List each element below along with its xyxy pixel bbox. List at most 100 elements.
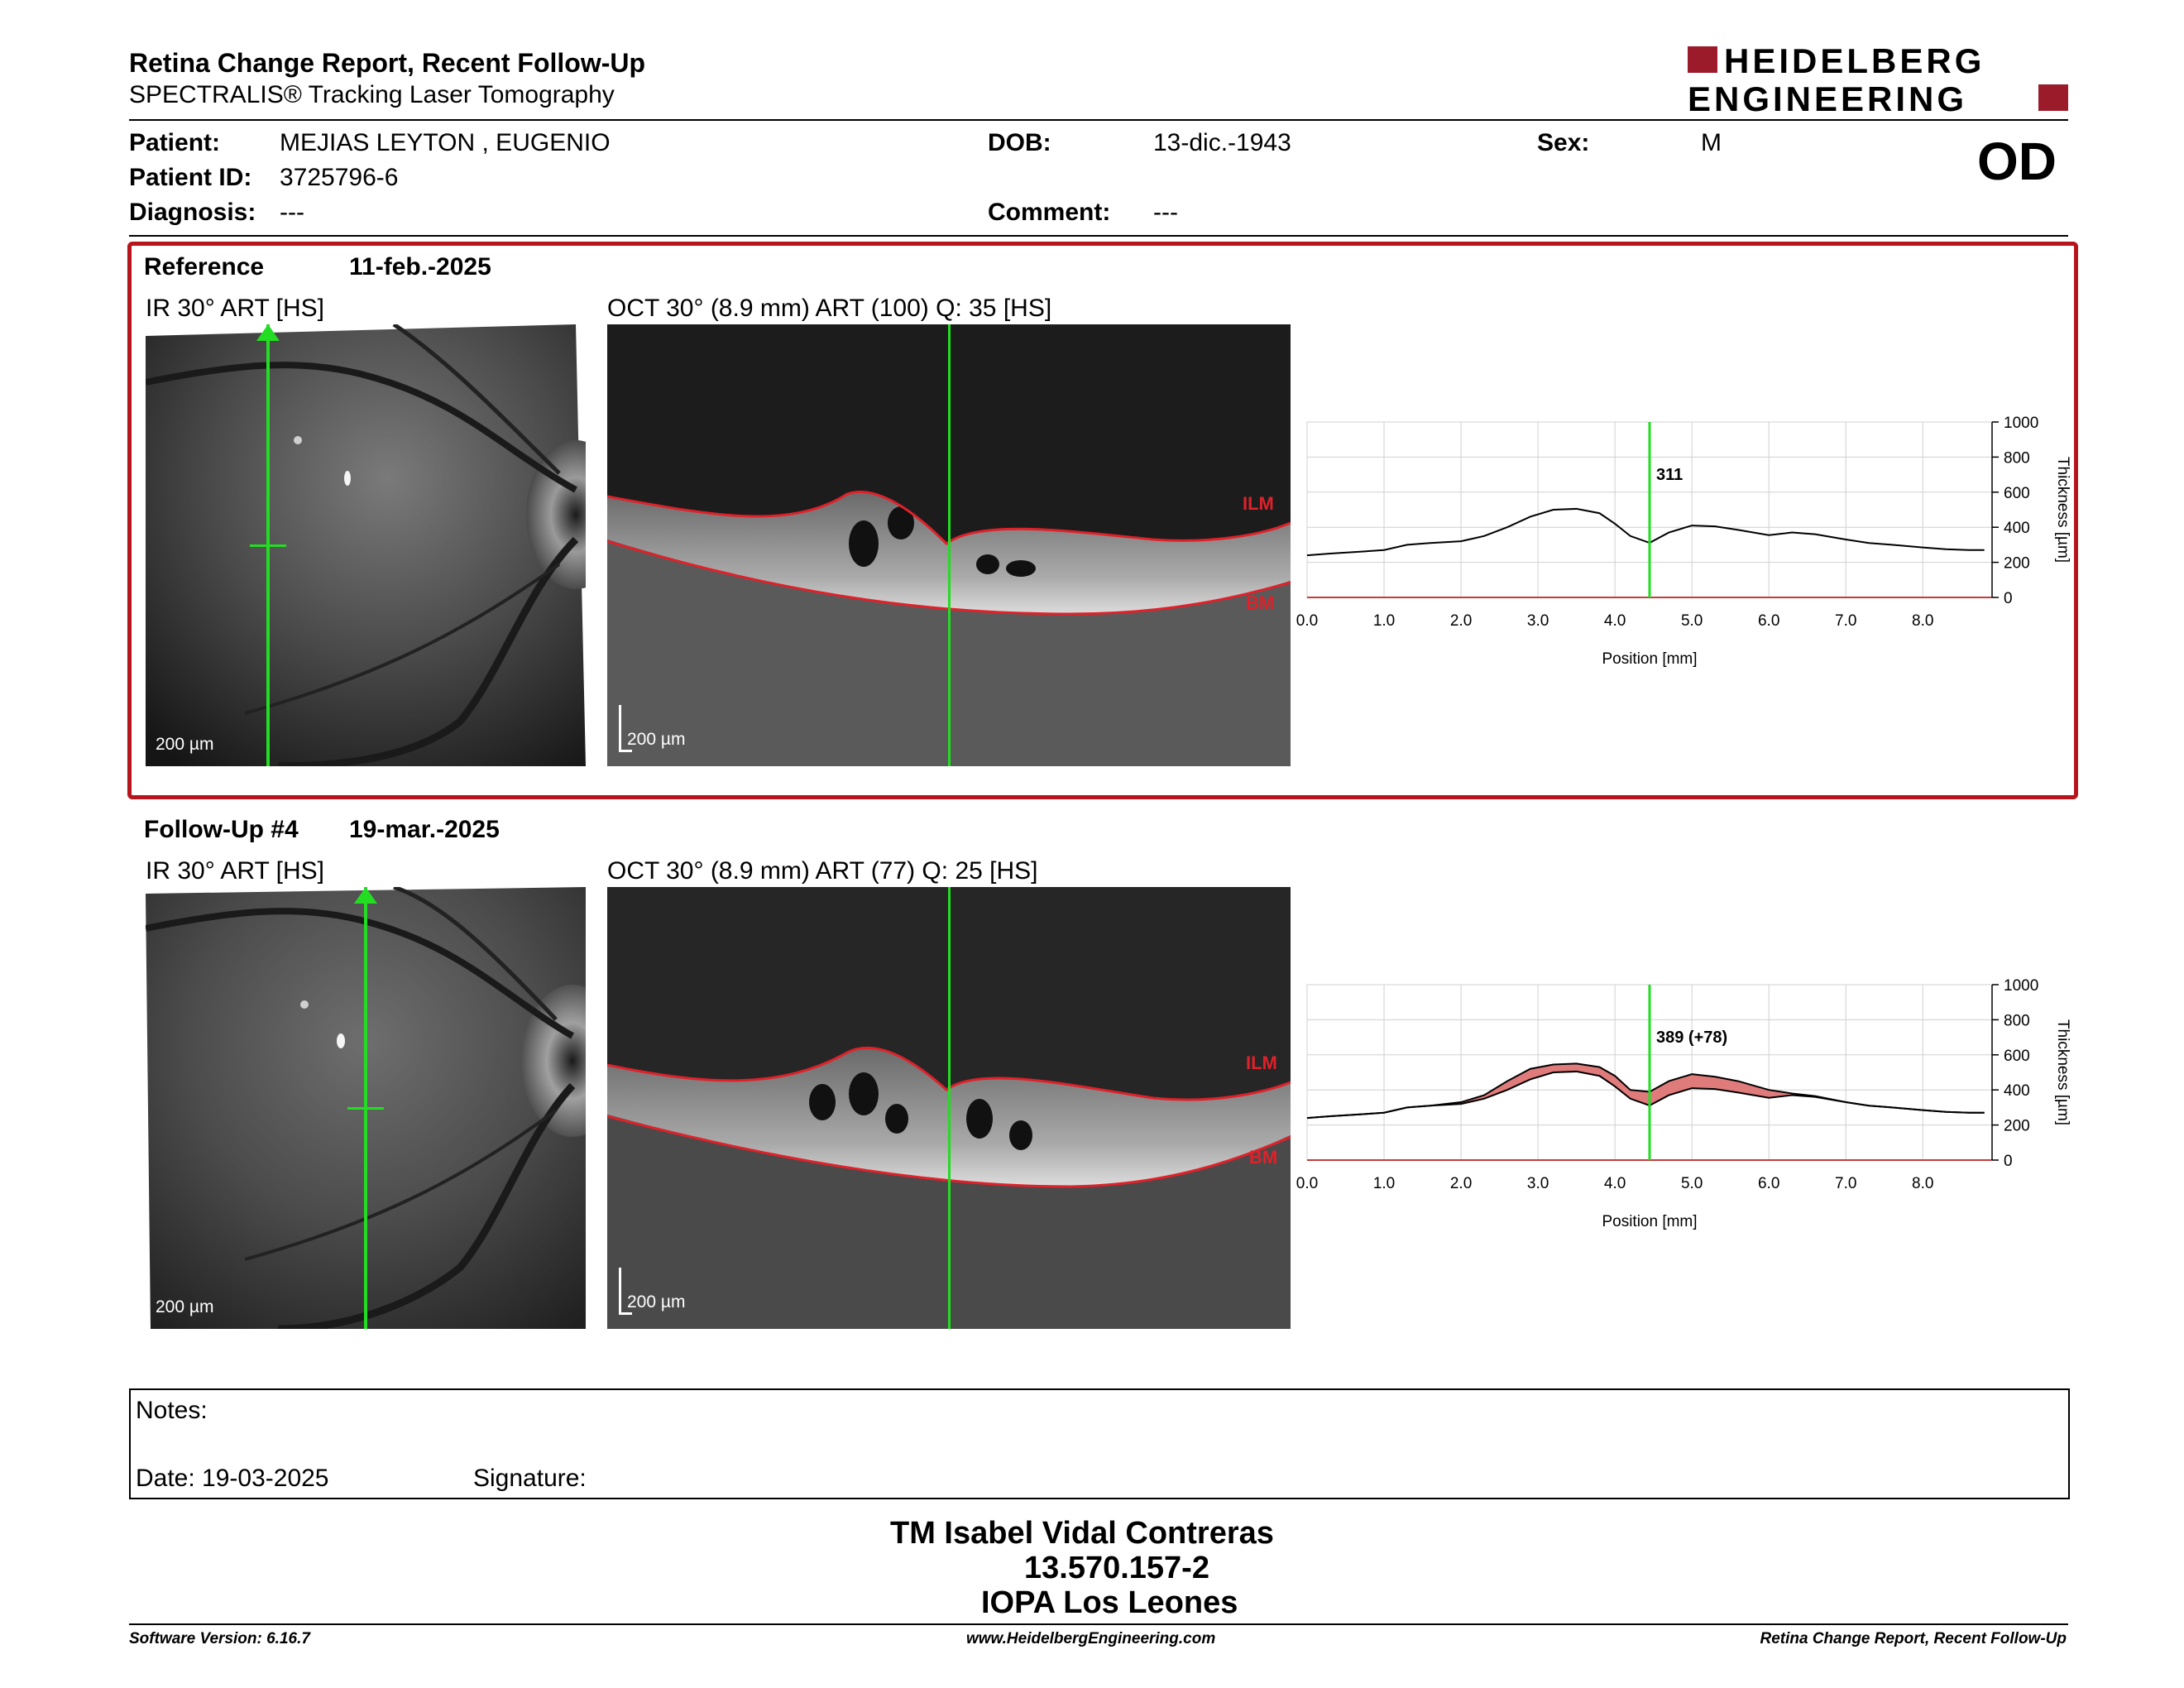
- followup-oct-bscan-image[interactable]: ILM BM 200 µm: [607, 887, 1291, 1329]
- x-tick-label: 3.0: [1527, 1175, 1549, 1192]
- software-version: Software Version: 6.16.7: [129, 1630, 310, 1647]
- y-tick-label: 1000: [2004, 415, 2038, 432]
- x-tick-label: 3.0: [1527, 612, 1549, 630]
- reference-ir-scale: 200 µm: [156, 735, 214, 754]
- signature-label: Signature:: [473, 1465, 587, 1492]
- patient-name: MEJIAS LEYTON , EUGENIO: [280, 129, 611, 156]
- x-tick-label: 6.0: [1758, 1175, 1779, 1192]
- followup-scan-arrow-icon: [354, 887, 377, 904]
- reference-oct-scale-foot: [619, 750, 632, 752]
- x-tick-label: 7.0: [1835, 1175, 1856, 1192]
- x-axis-label: Position [mm]: [1602, 1213, 1697, 1230]
- diagnosis-value: ---: [280, 199, 304, 226]
- x-tick-label: 4.0: [1604, 1175, 1626, 1192]
- y-axis-label: Thickness [µm]: [2054, 457, 2071, 563]
- diagnosis-label: Diagnosis:: [129, 199, 256, 226]
- x-tick-label: 8.0: [1912, 1175, 1933, 1192]
- y-tick-label: 400: [2004, 1082, 2030, 1100]
- dob-value: 13-dic.-1943: [1153, 129, 1291, 156]
- x-tick-label: 2.0: [1450, 1175, 1472, 1192]
- followup-oct-caption: OCT 30° (8.9 mm) ART (77) Q: 25 [HS]: [607, 857, 1038, 885]
- followup-ir-scale: 200 µm: [156, 1297, 214, 1316]
- followup-oct-scale-bar: [619, 1268, 621, 1314]
- sex-label: Sex:: [1537, 129, 1590, 156]
- dob-label: DOB:: [988, 129, 1051, 156]
- reference-scan-arrow-icon: [256, 324, 280, 341]
- reference-oct-caption: OCT 30° (8.9 mm) ART (100) Q: 35 [HS]: [607, 295, 1052, 322]
- patient-rule: [129, 235, 2068, 237]
- x-tick-label: 6.0: [1758, 612, 1779, 630]
- y-axis-label: Thickness [µm]: [2054, 1019, 2071, 1125]
- signer-institution: IOPA Los Leones: [981, 1585, 1238, 1620]
- y-tick-label: 0: [2004, 590, 2013, 607]
- followup-bm-label: BM: [1249, 1147, 1278, 1168]
- x-tick-label: 1.0: [1373, 612, 1395, 630]
- followup-oct-scale: 200 µm: [627, 1292, 686, 1312]
- sex-value: M: [1701, 129, 1722, 156]
- y-tick-label: 800: [2004, 1012, 2030, 1029]
- footer-rule: [129, 1623, 2068, 1625]
- marker-value-label: 311: [1656, 466, 1683, 484]
- reference-thickness-chart: 0.0 1.0 2.0 3.0 4.0 5.0 6.0 7.0 8.0 0 200 400 600 800…: [1296, 415, 2071, 668]
- signer-name: TM Isabel Vidal Contreras: [890, 1516, 1274, 1551]
- followup-ilm-label: ILM: [1246, 1053, 1277, 1073]
- x-tick-label: 1.0: [1373, 1175, 1395, 1192]
- footer-report-name: Retina Change Report, Recent Follow-Up: [1760, 1630, 2067, 1647]
- x-tick-label: 4.0: [1604, 612, 1626, 630]
- svg-text:ENGINEERING: ENGINEERING: [1688, 79, 1967, 117]
- y-tick-label: 0: [2004, 1153, 2013, 1170]
- y-tick-label: 600: [2004, 1048, 2030, 1065]
- x-tick-label: 0.0: [1296, 612, 1318, 630]
- reference-ir-caption: IR 30° ART [HS]: [146, 295, 324, 322]
- report-title: Retina Change Report, Recent Follow-Up: [129, 48, 646, 78]
- x-tick-label: 8.0: [1912, 612, 1933, 630]
- x-tick-label: 5.0: [1681, 612, 1703, 630]
- signer-id: 13.570.157-2: [1024, 1551, 1209, 1585]
- header-rule: [129, 119, 2068, 121]
- reference-bm-label: BM: [1246, 592, 1275, 613]
- reference-ir-fundus-image[interactable]: 200 µm: [146, 324, 586, 766]
- x-tick-label: 0.0: [1296, 1175, 1318, 1192]
- reference-date: 11-feb.-2025: [349, 253, 491, 281]
- reference-ilm-label: ILM: [1243, 493, 1274, 514]
- followup-fovea-marker: [347, 1107, 384, 1110]
- x-tick-label: 7.0: [1835, 612, 1856, 630]
- reference-oct-bscan-image[interactable]: ILM BM 200 µm: [607, 324, 1291, 766]
- website-link[interactable]: www.HeidelbergEngineering.com: [966, 1630, 1216, 1647]
- followup-ir-caption: IR 30° ART [HS]: [146, 857, 324, 885]
- svg-text:HEIDELBERG: HEIDELBERG: [1724, 43, 1985, 80]
- x-axis-label: Position [mm]: [1602, 650, 1697, 668]
- comment-label: Comment:: [988, 199, 1111, 226]
- comment-value: ---: [1153, 199, 1178, 226]
- y-tick-label: 200: [2004, 1118, 2030, 1135]
- y-tick-label: 1000: [2004, 977, 2038, 995]
- followup-oct-scale-foot: [619, 1312, 632, 1315]
- patient-id-value: 3725796-6: [280, 164, 399, 191]
- patient-id-label: Patient ID:: [129, 164, 252, 191]
- eye-label: OD: [1977, 132, 2057, 191]
- thickness-series-line: [1306, 507, 1985, 557]
- y-tick-label: 600: [2004, 485, 2030, 502]
- patient-label: Patient:: [129, 129, 221, 156]
- reference-oct-scale: 200 µm: [627, 730, 686, 749]
- reference-section-frame: [127, 242, 2078, 799]
- notes-label: Notes:: [136, 1397, 208, 1424]
- heidelberg-logo: HEIDELBERG ENGINEERING: [1688, 41, 2068, 118]
- marker-value-label: 389 (+78): [1656, 1029, 1727, 1047]
- reference-fovea-marker: [250, 544, 286, 547]
- followup-ir-fundus-image[interactable]: 200 µm: [146, 887, 586, 1329]
- notes-date: Date: 19-03-2025: [136, 1465, 329, 1492]
- reference-label: Reference: [144, 253, 265, 281]
- followup-date: 19-mar.-2025: [349, 816, 500, 843]
- reference-oct-scale-bar: [619, 705, 621, 751]
- y-tick-label: 800: [2004, 449, 2030, 467]
- notes-box[interactable]: [129, 1388, 2070, 1499]
- report-subtitle: SPECTRALIS® Tracking Laser Tomography: [129, 81, 615, 108]
- x-tick-label: 2.0: [1450, 612, 1472, 630]
- y-tick-label: 400: [2004, 520, 2030, 537]
- x-tick-label: 5.0: [1681, 1175, 1703, 1192]
- y-tick-label: 200: [2004, 555, 2030, 573]
- followup-oct-scan-line: [948, 887, 951, 1329]
- followup-thickness-chart: 0.0 1.0 2.0 3.0 4.0 5.0 6.0 7.0 8.0 0 200 400 600 800…: [1296, 977, 2071, 1230]
- thickness-series-line: [1306, 1070, 1985, 1120]
